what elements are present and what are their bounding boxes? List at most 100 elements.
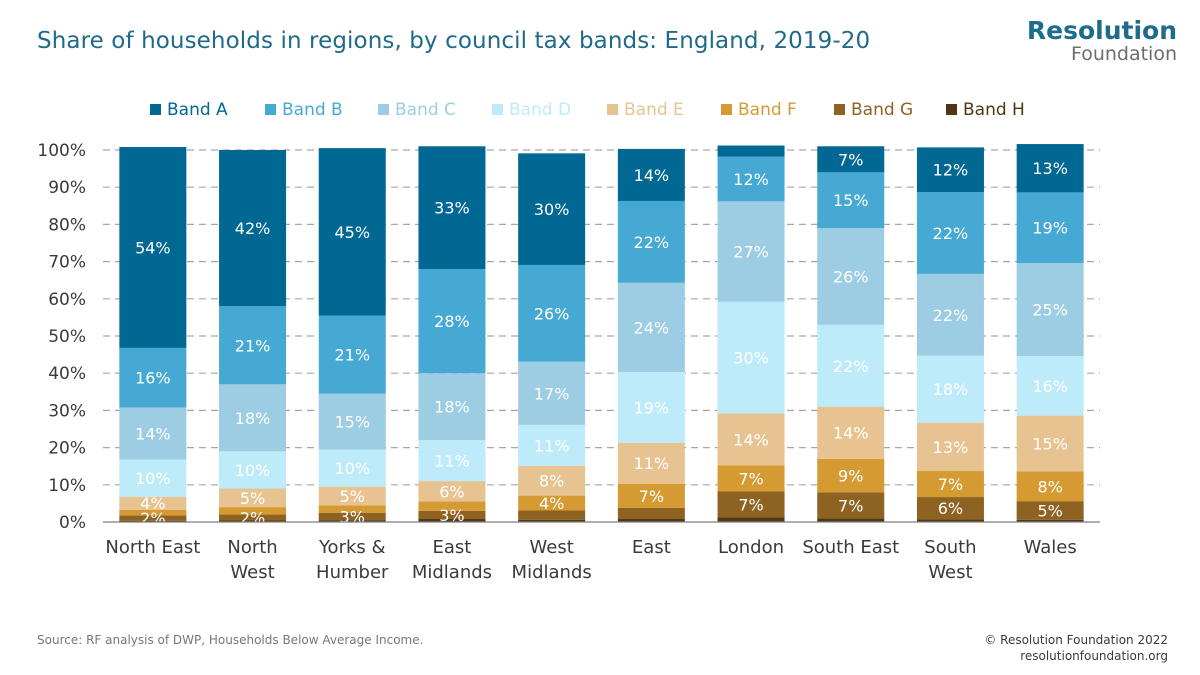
bar-segment [219,451,287,489]
bar-segment [418,510,486,520]
bar-segment [418,519,486,522]
data-label: 45% [334,223,370,242]
y-tick-label: 20% [48,439,86,459]
data-label: 16% [135,369,171,388]
x-category-label: West [530,537,574,558]
bar-segment [617,442,685,484]
data-label: 4% [539,494,564,513]
y-tick-label: 70% [48,253,86,273]
bar-segment [1016,501,1084,520]
x-category-label: Midlands [412,562,492,583]
resolution-foundation-logo: Resolution Foundation [1027,18,1177,64]
data-label: 18% [434,398,470,417]
data-label: 30% [733,349,769,368]
data-label: 16% [1032,377,1068,396]
y-tick-label: 100% [37,141,86,161]
x-category-label: Midlands [512,562,592,583]
data-label: 2% [140,509,165,528]
bar-segment [1016,356,1084,416]
bar-segment [318,148,386,316]
data-label: 22% [833,357,869,376]
legend-label: Band H [963,100,1025,120]
bar-segment [518,465,586,496]
data-label: 42% [235,219,271,238]
data-label: 15% [334,413,370,432]
data-label: 21% [235,336,271,355]
bar-segment [717,465,785,492]
bar-segment [518,264,586,362]
bar-segment [119,147,187,348]
x-category-label: London [718,537,784,558]
bar-segment [817,518,885,522]
bar-segment [119,407,187,460]
x-category-label: North [227,537,277,558]
data-label: 11% [434,452,470,471]
data-label: 5% [340,487,365,506]
legend-swatch [492,104,503,115]
x-category-label: East [433,537,472,558]
bar-segment [817,324,885,407]
bar-segment [717,517,785,522]
y-tick-label: 30% [48,401,86,421]
legend-swatch [378,104,389,115]
chart-title: Share of households in regions, by counc… [37,28,871,54]
bar-segment [617,282,685,373]
data-label: 10% [334,459,370,478]
x-category-label: South [924,537,976,558]
y-tick-label: 60% [48,290,86,310]
data-label: 5% [1037,501,1062,520]
legend-label: Band E [624,100,684,120]
data-label: 26% [534,304,570,323]
data-label: 30% [534,200,570,219]
data-label: 9% [838,467,863,486]
bar-segment [518,519,586,522]
data-label: 27% [733,243,769,262]
data-label: 19% [1032,219,1068,238]
data-label: 28% [434,312,470,331]
data-label: 15% [833,191,869,210]
data-label: 6% [439,482,464,501]
bar-segment [318,486,386,506]
logo-line-2: Foundation [1070,43,1177,65]
bar-segment [617,148,685,201]
x-category-label: Yorks & [318,537,386,558]
legend-swatch [607,104,618,115]
data-label: 2% [240,509,265,528]
data-label: 19% [634,398,670,417]
data-label: 3% [439,506,464,525]
bar-segment [219,384,287,452]
bar-segment [219,514,287,521]
x-category-label: West [928,562,972,583]
bar-segment [916,192,984,274]
bar-segment [1016,519,1084,522]
data-label: 21% [334,346,370,365]
bar-segment [617,372,685,443]
bar-segment [617,507,685,520]
data-label: 8% [1037,477,1062,496]
bar-segment [617,200,685,283]
data-label: 12% [733,170,769,189]
data-label: 18% [933,380,969,399]
bar-segment [219,306,287,385]
data-label: 18% [235,409,271,428]
data-label: 7% [738,496,763,515]
data-label: 26% [833,267,869,286]
website-text: resolutionfoundation.org [1020,649,1168,663]
data-label: 22% [933,224,969,243]
bar-segment [318,315,386,394]
legend-swatch [265,104,276,115]
bar-segment [916,422,984,472]
y-tick-label: 90% [48,178,86,198]
data-label: 22% [634,233,670,252]
bar-segment [817,492,885,519]
bar-segment [119,496,187,510]
data-label: 24% [634,318,670,337]
bar-segment [219,507,287,515]
bar-segment [318,505,386,513]
data-label: 4% [140,494,165,513]
bar-segment [1016,192,1084,264]
bar-segment [418,481,486,502]
bar-segment [916,355,984,423]
bar-segment [518,495,586,511]
bar-segment [717,301,785,414]
